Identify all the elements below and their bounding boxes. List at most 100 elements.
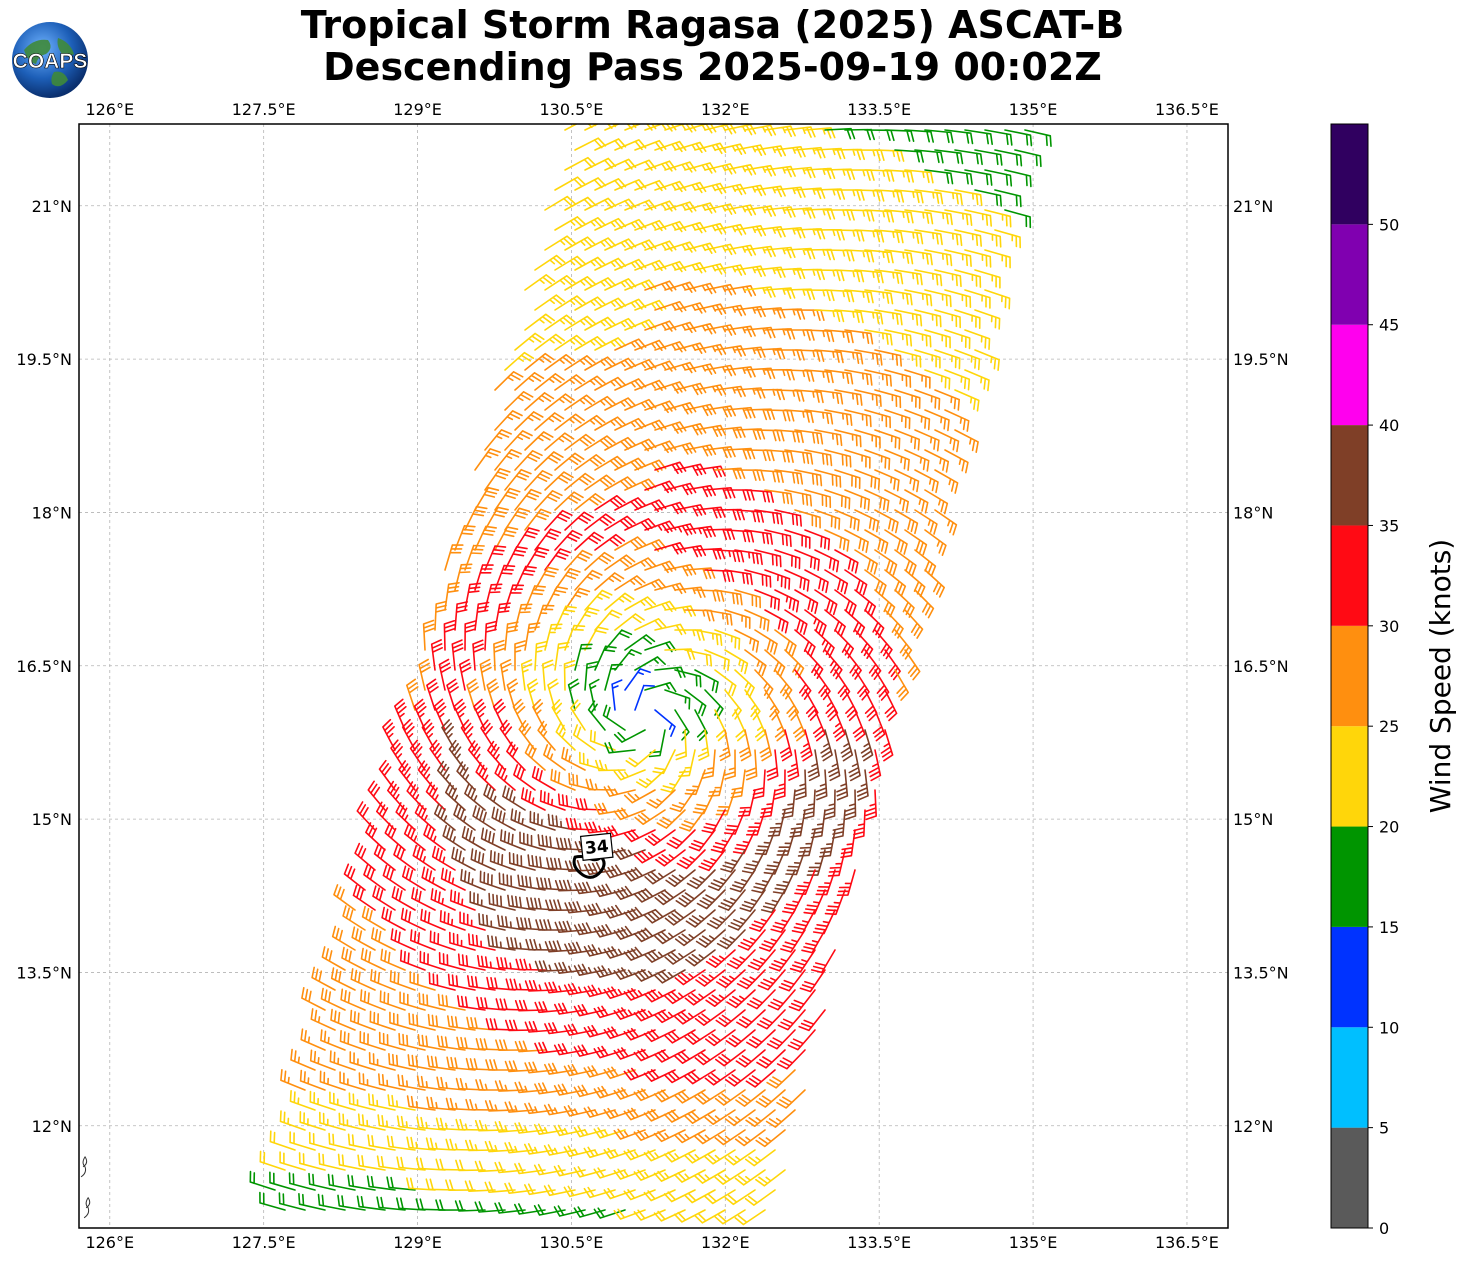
wind-barb — [914, 349, 941, 369]
wind-barb — [674, 629, 705, 641]
wind-barb — [894, 269, 923, 286]
wind-barb — [565, 817, 596, 831]
contour-label-box — [579, 832, 614, 861]
wind-barb — [524, 546, 550, 571]
wind-barb — [554, 176, 586, 191]
wind-barb — [573, 922, 606, 936]
wind-barb — [633, 969, 666, 982]
wind-barb — [360, 989, 386, 1011]
wind-barb — [954, 229, 982, 247]
wind-barb — [455, 1118, 486, 1131]
wind-barb — [614, 649, 642, 671]
wind-barb — [844, 489, 870, 511]
wind-barb — [480, 827, 506, 851]
wind-barb — [623, 906, 656, 922]
wind-barb — [734, 265, 766, 278]
colorbar-tick-label: 0 — [1379, 1219, 1389, 1238]
wind-barb — [498, 872, 526, 891]
wind-barb — [708, 869, 736, 891]
wind-barb — [317, 1193, 346, 1211]
wind-barb — [894, 149, 924, 163]
wind-barb — [734, 305, 766, 318]
wind-barb — [365, 822, 386, 851]
wind-barb — [654, 180, 687, 193]
wind-barb — [544, 432, 575, 451]
lat-label-left: 16.5°N — [16, 657, 72, 676]
wind-barb — [784, 247, 816, 260]
wind-barb — [793, 709, 806, 742]
wind-barb — [914, 509, 938, 535]
wind-barb — [634, 219, 667, 232]
wind-barb — [416, 1075, 446, 1091]
wind-barb — [476, 996, 506, 1011]
wind-barb — [774, 349, 805, 361]
wind-barb — [794, 549, 820, 571]
wind-barb — [430, 888, 456, 911]
lat-label-right: 19.5°N — [1233, 350, 1289, 369]
wind-barb — [810, 949, 836, 974]
wind-barb — [864, 529, 889, 554]
wind-barb — [854, 389, 882, 407]
wind-barb — [754, 589, 780, 611]
wind-barb — [584, 237, 617, 251]
wind-barb — [746, 1029, 776, 1049]
wind-barb — [654, 260, 687, 273]
wind-barb — [554, 255, 586, 271]
wind-barb — [764, 409, 795, 422]
wind-barb — [563, 1063, 596, 1077]
wind-barb — [764, 368, 795, 381]
wind-barb — [504, 1101, 536, 1113]
wind-barb — [824, 649, 843, 680]
wind-barb — [704, 1149, 736, 1165]
wind-barb — [894, 669, 909, 701]
wind-barb — [474, 1119, 506, 1132]
wind-barb — [844, 529, 869, 553]
wind-barb — [380, 948, 406, 971]
colorbar-tick-label: 15 — [1379, 918, 1399, 937]
wind-barb — [694, 1129, 726, 1145]
wind-barb — [724, 366, 756, 378]
wind-barb — [574, 296, 606, 311]
wind-barb — [553, 1083, 586, 1096]
wind-barb — [603, 825, 636, 838]
wind-barb — [904, 489, 929, 514]
wind-barb — [644, 520, 677, 534]
wind-barb — [814, 349, 844, 364]
colorbar-label: Wind Speed (knots) — [1424, 539, 1457, 813]
wind-barb — [715, 1009, 746, 1028]
wind-barb — [664, 281, 697, 293]
colorbar-bin — [1331, 525, 1368, 626]
wind-barb — [644, 440, 677, 454]
wind-barb — [744, 569, 772, 588]
wind-barb — [564, 587, 591, 611]
wind-barb — [624, 668, 651, 691]
wind-barb — [474, 1201, 506, 1213]
wind-barb — [485, 1059, 516, 1071]
wind-barb — [765, 1109, 796, 1128]
wind-barb — [624, 634, 656, 651]
wind-barb — [494, 1161, 526, 1174]
wind-barb — [1014, 149, 1042, 168]
wind-barb — [634, 849, 666, 864]
wind-barb — [604, 476, 636, 491]
wind-barb — [644, 600, 677, 613]
wind-barb — [860, 729, 874, 762]
wind-barb — [974, 149, 1003, 166]
wind-barb — [504, 391, 534, 411]
wind-barb — [724, 749, 736, 780]
wind-barb — [654, 461, 687, 475]
wind-barb — [744, 286, 776, 298]
wind-barb — [944, 209, 973, 226]
wind-barb — [330, 1008, 356, 1031]
wind-barb — [495, 1039, 526, 1051]
wind-barb — [563, 983, 596, 996]
wind-barb — [820, 729, 833, 762]
wind-barb — [259, 1191, 286, 1211]
wind-barb — [924, 329, 951, 349]
wind-barb — [664, 161, 697, 173]
wind-barb — [644, 681, 677, 693]
wind-barb — [594, 217, 627, 231]
wind-barb — [801, 929, 826, 954]
wind-barb — [727, 909, 756, 931]
